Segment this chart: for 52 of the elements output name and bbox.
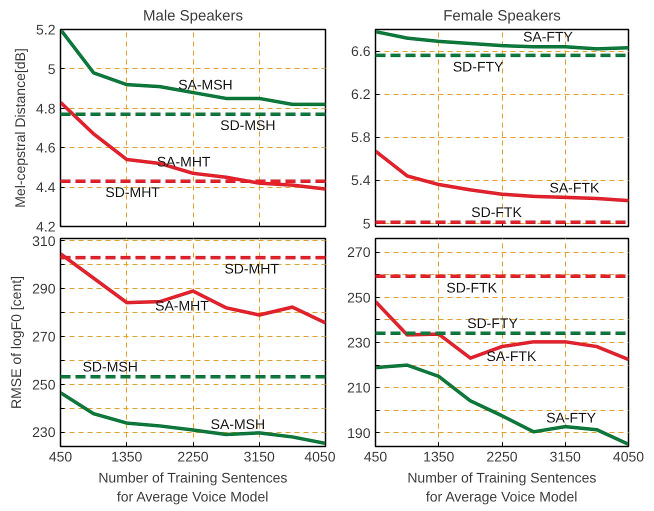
x-axis-title: Number of Training Sentences for Average Voice Model xyxy=(98,470,288,505)
annotation: SA-MSH xyxy=(210,416,266,432)
x-tick-label: 1350 xyxy=(111,448,143,464)
y-tick-label: 5.2 xyxy=(36,22,56,38)
annotation: SA-FTY xyxy=(523,28,574,45)
y-tick-label: 5.8 xyxy=(351,129,371,146)
y-tick-label: 6.2 xyxy=(351,86,371,102)
y-tick-label: 250 xyxy=(347,289,371,306)
y-tick-label: 4.8 xyxy=(36,100,56,116)
y-tick-label: 250 xyxy=(32,376,56,392)
y-tick-label: 6.6 xyxy=(351,43,371,60)
annotation: SA-MSH xyxy=(178,76,233,93)
annotation: SD-MSH xyxy=(220,117,276,134)
annotation: SA-FTK xyxy=(549,179,600,196)
annotation: SD-MHT xyxy=(224,260,280,277)
y-tick-label: 210 xyxy=(347,380,371,396)
annotation: SA-FTY xyxy=(546,409,597,426)
x-tick-label: 450 xyxy=(364,448,388,464)
y-tick-label: 5.4 xyxy=(351,172,371,188)
annotation: SD-FTK xyxy=(471,204,522,220)
x-tick-label: 3150 xyxy=(550,448,582,464)
annotation: SD-MHT xyxy=(105,184,160,200)
y-tick-label: 5 xyxy=(48,60,56,77)
annotation: SA-FTK xyxy=(486,348,537,364)
annotation: SD-MSH xyxy=(82,358,138,375)
y-tick-label: 270 xyxy=(347,244,371,260)
x-axis-title: Number of Training Sentences for Average Voice Model xyxy=(407,470,596,505)
y-tick-label: 310 xyxy=(32,232,56,249)
x-tick-label: 3150 xyxy=(244,448,276,464)
y-tick-label: 290 xyxy=(32,280,56,297)
annotation: SD-FTK xyxy=(446,279,498,296)
annotation: SD-FTY xyxy=(467,315,518,332)
chart-title: Female Speakers xyxy=(443,8,561,24)
x-tick-label: 1350 xyxy=(423,448,455,464)
y-tick-label: 230 xyxy=(32,424,56,440)
x-tick-label: 2250 xyxy=(486,448,518,464)
y-tick-label: 4.4 xyxy=(36,179,56,196)
x-tick-label: 4050 xyxy=(304,448,336,464)
y-tick-label: 4.2 xyxy=(36,218,56,234)
x-tick-label: 4050 xyxy=(612,448,644,464)
y-axis-title: RMSE of logF0 [cent] xyxy=(8,276,24,410)
y-tick-label: 190 xyxy=(347,424,371,441)
annotation: SA-MHT xyxy=(155,298,210,314)
y-tick-label: 270 xyxy=(32,328,56,345)
y-tick-label: 5 xyxy=(362,215,371,232)
x-tick-label: 450 xyxy=(48,448,72,464)
y-tick-label: 4.6 xyxy=(36,140,56,156)
y-axis-title: Mel-cepstral Distance[dB] xyxy=(12,48,28,208)
y-tick-label: 230 xyxy=(347,334,371,350)
chart-title: Male Speakers xyxy=(142,8,244,24)
x-tick-label: 2250 xyxy=(177,448,209,464)
annotation: SD-FTY xyxy=(452,58,504,74)
